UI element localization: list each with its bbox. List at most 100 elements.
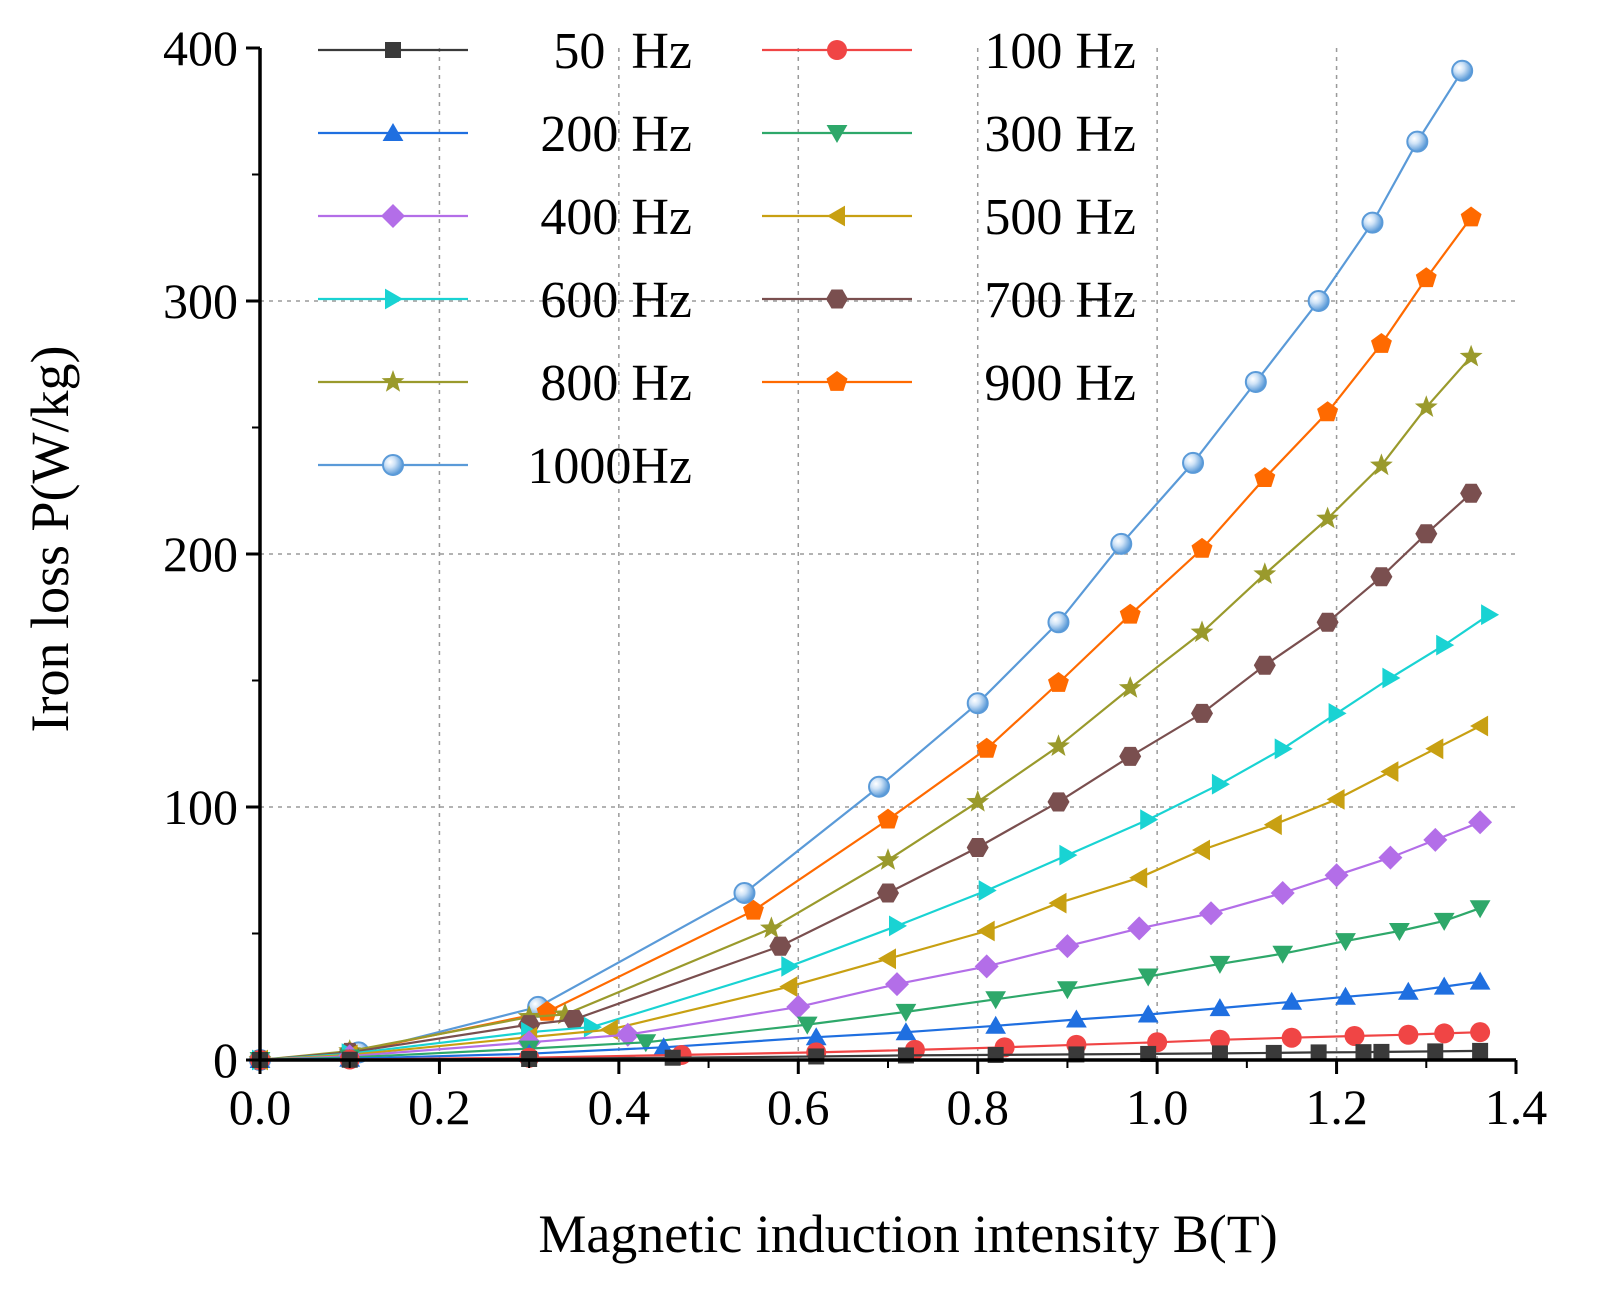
y-axis-title: Iron loss P(W/kg) [20, 346, 80, 733]
series-0-point-13 [1373, 1043, 1390, 1060]
legend-marker-7 [826, 289, 848, 309]
legend-label-9: 900 Hz [984, 355, 1136, 412]
series-9 [249, 206, 1482, 1069]
series-7-point-13 [1415, 524, 1438, 544]
series-1-point-10 [1281, 1027, 1302, 1048]
series-5-point-9 [1192, 839, 1210, 861]
series-7-point-9 [1191, 703, 1213, 723]
legend-item-2: 200 Hz [318, 106, 692, 163]
series-0-point-14 [1427, 1043, 1444, 1060]
series-10-point-13 [1451, 59, 1474, 82]
series-10-point-9 [1244, 370, 1267, 393]
series-6-point-7 [1059, 844, 1078, 866]
legend-label-10: 1000Hz [527, 438, 692, 495]
x-tick-label-7: 1.4 [1485, 1079, 1548, 1135]
series-5-point-12 [1380, 761, 1399, 782]
legend-marker-3 [826, 125, 848, 143]
legend-label-1: 100 Hz [984, 23, 1136, 80]
legend-marker-9 [826, 371, 848, 391]
series-9-point-13 [1460, 206, 1482, 227]
legend-item-1: 100 Hz [762, 23, 1136, 80]
series-4-point-11 [1324, 863, 1349, 888]
x-tick-label-2: 0.4 [588, 1079, 651, 1135]
series-8 [248, 344, 1483, 1070]
series-8-point-8 [1118, 676, 1142, 698]
series-9-point-8 [1191, 537, 1213, 558]
series-9-point-11 [1371, 333, 1392, 353]
series-9-point-5 [976, 737, 998, 758]
series-10-point-12 [1406, 130, 1429, 153]
series-line-8 [259, 355, 1472, 1062]
legend-marker-10 [382, 454, 404, 476]
series-0-point-15 [1472, 1042, 1489, 1059]
legend-marker-0 [385, 42, 401, 58]
series-6-point-6 [978, 880, 997, 901]
x-tick-label-6: 1.2 [1305, 1079, 1368, 1135]
series-10-point-5 [966, 692, 989, 715]
series-10-point-6 [1047, 611, 1070, 634]
x-tick-label-4: 0.8 [946, 1079, 1009, 1135]
series-1-point-12 [1398, 1024, 1419, 1045]
series-8-point-9 [1190, 620, 1214, 643]
series-2-point-9 [1209, 998, 1231, 1017]
series-3-point-6 [985, 991, 1006, 1010]
grid [260, 48, 1516, 1060]
series-1-point-9 [1209, 1029, 1230, 1050]
series-10-point-11 [1361, 211, 1384, 234]
series-10 [249, 59, 1474, 1071]
x-tick-label-5: 1.0 [1126, 1079, 1189, 1135]
series-0-point-10 [1265, 1044, 1282, 1061]
series-3-point-7 [1057, 981, 1078, 1000]
series-9-point-4 [877, 808, 899, 829]
legend-label-7: 700 Hz [984, 272, 1136, 329]
series-10-point-7 [1110, 532, 1133, 555]
series-10-point-10 [1307, 290, 1330, 312]
series-3-point-9 [1209, 955, 1231, 974]
series-7-point-4 [769, 936, 792, 956]
series-5-point-7 [1048, 892, 1067, 914]
y-tick-label-4: 400 [163, 20, 238, 76]
series-8-point-13 [1414, 395, 1438, 417]
series-4-point-10 [1270, 881, 1295, 905]
series-2-point-5 [895, 1022, 917, 1041]
series-0-point-8 [1140, 1045, 1157, 1062]
legend-marker-8 [381, 370, 405, 392]
series-9-point-3 [743, 899, 764, 920]
series-3-point-8 [1137, 968, 1159, 987]
legend-marker-4 [381, 204, 405, 228]
series-1-point-13 [1434, 1023, 1455, 1044]
series-1-point-14 [1470, 1022, 1491, 1043]
series-8-point-4 [760, 916, 783, 939]
series-0-point-9 [1211, 1045, 1228, 1062]
series-4-point-6 [974, 954, 999, 979]
series-10-point-4 [868, 775, 891, 798]
series-5-point-11 [1326, 789, 1345, 810]
series-8-point-6 [966, 789, 990, 812]
series-line-6 [259, 613, 1490, 1062]
series-6-point-5 [889, 915, 907, 937]
legend-label-5: 500 Hz [984, 189, 1136, 246]
series-9-point-10 [1317, 401, 1339, 422]
series-0-point-3 [664, 1049, 681, 1066]
series-2-point-14 [1469, 971, 1491, 990]
x-tick-label-3: 0.6 [767, 1079, 830, 1135]
series-6-point-13 [1436, 634, 1455, 656]
series-9-point-9 [1254, 467, 1276, 487]
series-6-point-4 [781, 956, 800, 977]
series-4-point-3 [615, 1022, 640, 1047]
legend-label-6: 600 Hz [540, 272, 692, 329]
series-2-point-8 [1137, 1004, 1159, 1023]
legend-marker-6 [385, 288, 403, 310]
series-3-point-12 [1389, 923, 1410, 941]
y-tick-label-0: 0 [213, 1032, 238, 1088]
legend-item-9: 900 Hz [762, 355, 1136, 412]
series-6-point-3 [583, 1016, 602, 1038]
series-9-point-6 [1048, 672, 1069, 692]
series-5-point-10 [1263, 814, 1282, 836]
series-0-point-11 [1310, 1044, 1327, 1061]
legend-item-5: 500 Hz [762, 189, 1136, 246]
series-3-point-5 [895, 1003, 917, 1022]
series-8-point-12 [1370, 453, 1393, 476]
series-1-point-11 [1344, 1025, 1365, 1046]
legend-label-2: 200 Hz [540, 106, 692, 163]
